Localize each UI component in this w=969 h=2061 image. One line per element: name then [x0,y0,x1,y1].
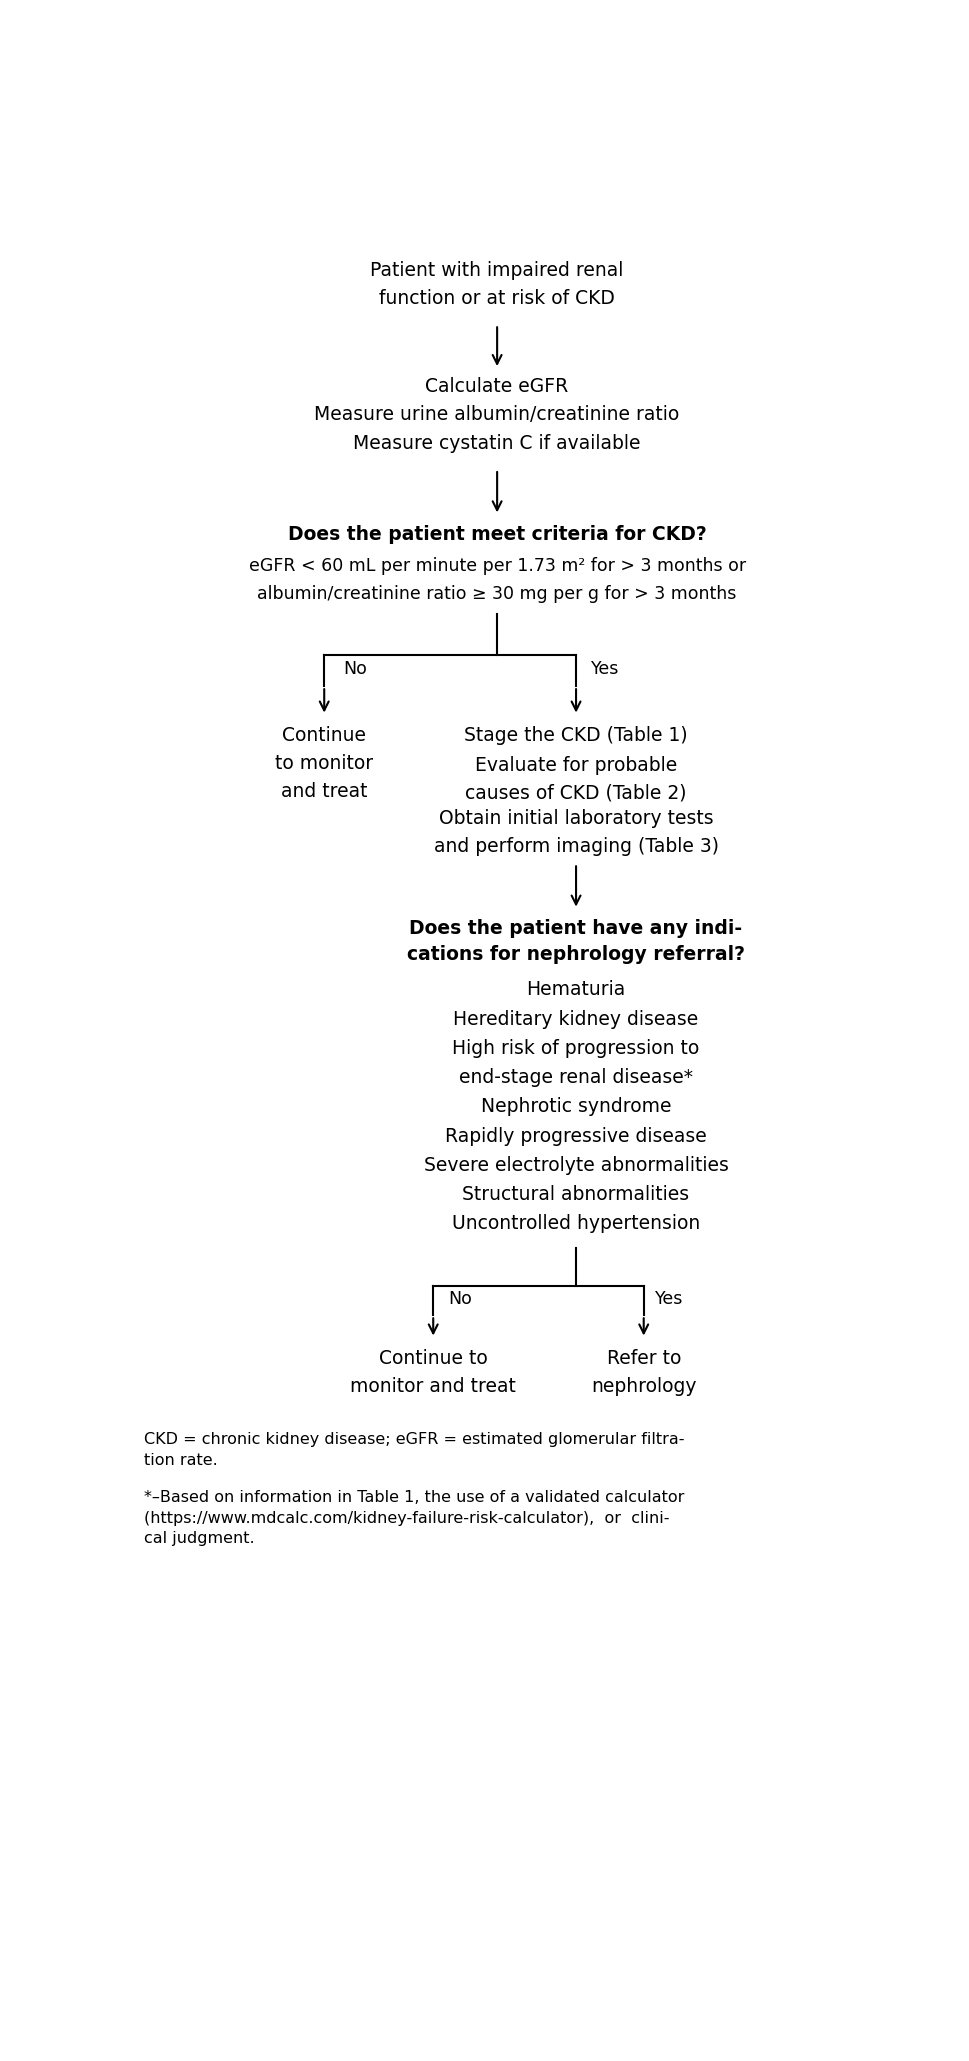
Text: Measure cystatin C if available: Measure cystatin C if available [353,433,641,453]
Text: Continue to
monitor and treat: Continue to monitor and treat [350,1350,516,1395]
Text: Measure urine albumin/creatinine ratio: Measure urine albumin/creatinine ratio [314,406,679,425]
Text: Patient with impaired renal
function or at risk of CKD: Patient with impaired renal function or … [370,262,623,309]
Text: Yes: Yes [654,1290,683,1309]
Text: end-stage renal disease*: end-stage renal disease* [458,1068,692,1086]
Text: Refer to
nephrology: Refer to nephrology [590,1350,696,1395]
Text: Evaluate for probable
causes of CKD (Table 2): Evaluate for probable causes of CKD (Tab… [465,756,686,802]
Text: No: No [343,660,366,678]
Text: Structural abnormalities: Structural abnormalities [462,1185,689,1204]
Text: Obtain initial laboratory tests
and perform imaging (Table 3): Obtain initial laboratory tests and perf… [433,810,718,857]
Text: High risk of progression to: High risk of progression to [452,1039,699,1057]
Text: albumin/creatinine ratio ≥ 30 mg per g for > 3 months: albumin/creatinine ratio ≥ 30 mg per g f… [257,585,736,602]
Text: Does the patient have any indi-
cations for nephrology referral?: Does the patient have any indi- cations … [407,919,744,965]
Text: Does the patient meet criteria for CKD?: Does the patient meet criteria for CKD? [288,523,705,544]
Text: Yes: Yes [590,660,619,678]
Text: Nephrotic syndrome: Nephrotic syndrome [481,1096,671,1117]
Text: Continue
to monitor
and treat: Continue to monitor and treat [275,725,373,802]
Text: Uncontrolled hypertension: Uncontrolled hypertension [452,1214,700,1232]
Text: No: No [448,1290,472,1309]
Text: Rapidly progressive disease: Rapidly progressive disease [445,1127,706,1146]
Text: CKD = chronic kidney disease; eGFR = estimated glomerular filtra-
tion rate.: CKD = chronic kidney disease; eGFR = est… [144,1432,684,1467]
Text: Hematuria: Hematuria [526,981,625,1000]
Text: Severe electrolyte abnormalities: Severe electrolyte abnormalities [423,1156,728,1175]
Text: eGFR < 60 mL per minute per 1.73 m² for > 3 months or: eGFR < 60 mL per minute per 1.73 m² for … [248,556,745,575]
Text: Stage the CKD (Table 1): Stage the CKD (Table 1) [464,725,687,746]
Text: *–Based on information in Table 1, the use of a validated calculator
(https://ww: *–Based on information in Table 1, the u… [144,1490,684,1546]
Text: Hereditary kidney disease: Hereditary kidney disease [453,1010,698,1028]
Text: Calculate eGFR: Calculate eGFR [425,377,568,396]
